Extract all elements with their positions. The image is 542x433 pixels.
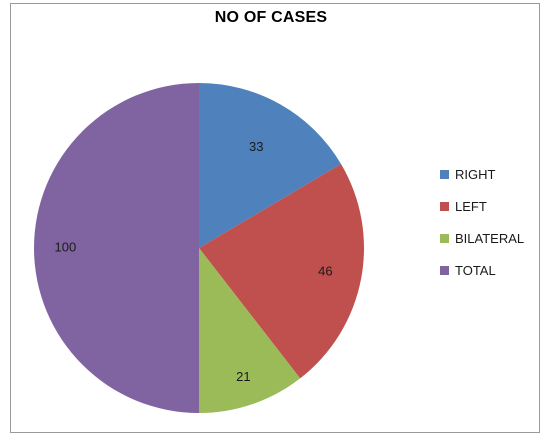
- legend-item-left: LEFT: [440, 198, 540, 214]
- pie-slices: [34, 83, 364, 413]
- legend-swatch-bilateral: [440, 233, 449, 243]
- pie-slice-right: [199, 83, 342, 248]
- pie-slice-labels: 33 46 21 100: [54, 139, 332, 384]
- legend-label-total: TOTAL: [455, 262, 496, 278]
- pie-slice-total: [34, 83, 199, 413]
- pie-data-label-bilateral: 21: [236, 369, 250, 384]
- legend-swatch-left: [440, 201, 449, 211]
- pie-slice-bilateral: [199, 248, 301, 413]
- legend-item-right: RIGHT: [440, 166, 540, 182]
- pie-data-label-right: 33: [249, 139, 263, 154]
- legend-swatch-total: [440, 265, 449, 275]
- legend-item-total: TOTAL: [440, 262, 540, 278]
- legend-label-bilateral: BILATERAL: [455, 230, 525, 246]
- pie-data-label-total: 100: [54, 239, 76, 254]
- legend-swatch-right: [440, 169, 449, 179]
- legend-item-bilateral: BILATERAL: [440, 230, 540, 246]
- pie-data-label-left: 46: [318, 264, 332, 279]
- chart-title: NO OF CASES: [214, 9, 328, 26]
- legend-label-left: LEFT: [455, 198, 487, 214]
- legend-label-right: RIGHT: [455, 166, 496, 182]
- legend: RIGHT LEFT BILATERAL TOTAL: [440, 166, 540, 294]
- pie-slice-left: [199, 164, 364, 379]
- pie-chart: 33 46 21 100: [34, 83, 364, 413]
